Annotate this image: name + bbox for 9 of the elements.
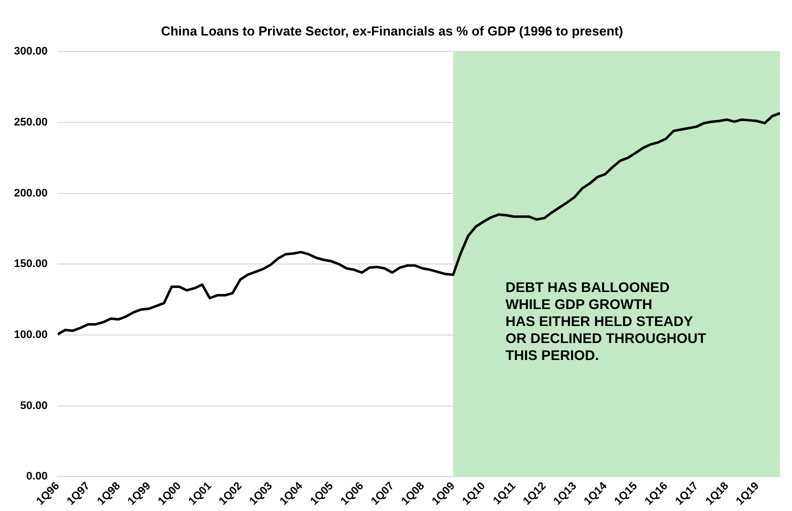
y-tick-label: 200.00 <box>14 187 48 200</box>
y-tick-label: 50.00 <box>20 400 48 412</box>
y-tick-label: 300.00 <box>14 46 48 58</box>
y-tick-label: 150.00 <box>14 258 48 270</box>
y-tick-label: 250.00 <box>14 116 48 128</box>
annotation: DEBT HAS BALLOONED WHILE GDP GROWTH HAS EITHER HELD STEADY OR DECLINED THROUGHOUT THIS PERIOD. <box>506 278 707 363</box>
chart-title: China Loans to Private Sector, ex-Financials as % of GDP (1996 to present) <box>160 23 624 38</box>
y-tick-label: 0.00 <box>26 470 48 483</box>
y-tick-label: 100.00 <box>14 328 48 341</box>
